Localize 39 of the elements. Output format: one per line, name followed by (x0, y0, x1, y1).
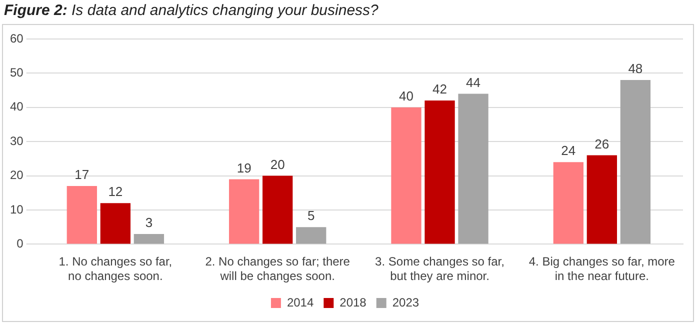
bar (134, 234, 164, 244)
bar (66, 186, 97, 244)
y-tick-label: 0 (16, 236, 24, 251)
data-label: 19 (236, 160, 252, 176)
data-label: 12 (108, 184, 123, 200)
bar (458, 94, 488, 244)
bar (262, 176, 293, 244)
y-tick-label: 50 (10, 66, 24, 80)
bar (296, 227, 326, 244)
bar (424, 100, 455, 244)
legend-label: 2023 (392, 295, 420, 310)
bar (553, 162, 584, 244)
x-tick-label: 1. No changes so far, no changes soon. (58, 254, 172, 284)
data-label: 17 (74, 167, 90, 182)
y-tick-label: 30 (10, 134, 24, 148)
x-tick-label: 2. No changes so far; there will be changes soon. (205, 254, 350, 284)
x-tick-label: 4. Big changes so far, more in the near future. (528, 254, 676, 284)
bar (586, 155, 617, 244)
y-tick-label: 60 (10, 31, 24, 46)
chart-title: Figure 2: Is data and analytics changing your business? (4, 2, 378, 19)
data-label: 44 (466, 74, 481, 90)
bar (100, 203, 131, 244)
data-label: 42 (432, 82, 447, 97)
y-tick-label: 40 (10, 100, 24, 114)
y-tick-label: 20 (10, 168, 24, 182)
bar (391, 107, 422, 244)
data-label: 26 (594, 136, 610, 152)
x-tick-label: 3. Some changes so far, but they are minor. (375, 254, 504, 284)
data-label: 40 (399, 88, 414, 104)
data-label: 3 (145, 215, 153, 230)
legend-label: 2018 (340, 295, 367, 310)
bar (229, 179, 260, 244)
bar (620, 80, 651, 244)
data-label: 20 (270, 156, 285, 172)
data-label: 48 (628, 61, 643, 76)
data-label: 24 (561, 143, 576, 158)
data-label: 5 (307, 208, 315, 224)
y-tick-label: 10 (10, 202, 24, 216)
legend-label: 2014 (286, 295, 314, 310)
